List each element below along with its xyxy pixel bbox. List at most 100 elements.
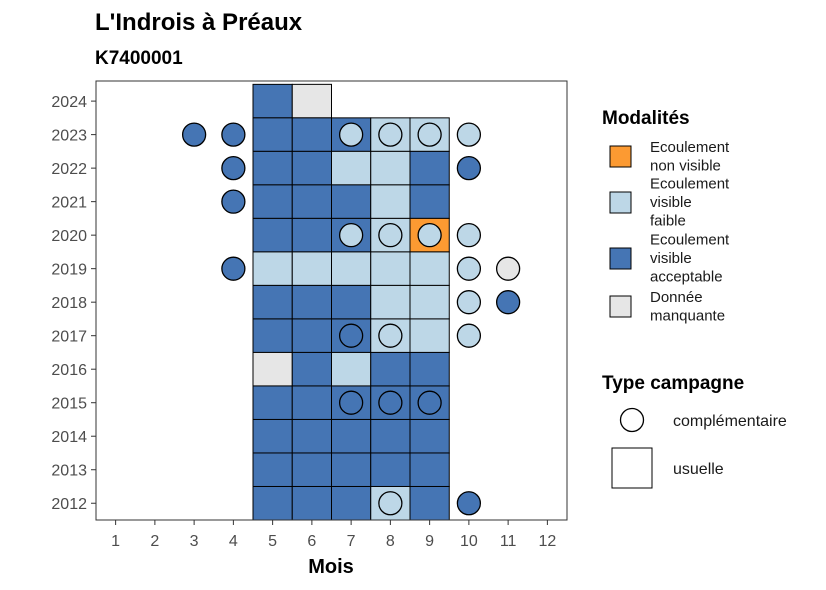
cell-2022-6: [291, 150, 332, 186]
point-2017-8: [378, 323, 403, 348]
y-tick-label-2018: 2018: [51, 295, 87, 312]
cell-2019-5: [252, 251, 293, 286]
point-2022-10: [456, 155, 482, 181]
cell-2014-9: [409, 418, 450, 454]
cell-2013-9: [409, 452, 450, 487]
point-2021-4: [221, 189, 246, 214]
legend-key-vf: [609, 191, 632, 214]
x-tick-label-9: 9: [425, 533, 434, 550]
legend-type-title: Type campagne: [602, 373, 744, 394]
cell-2016-8: [370, 351, 411, 387]
legend-label-vf-0: Ecoulement: [650, 176, 730, 193]
cell-2022-9: [409, 150, 450, 186]
point-2020-7: [338, 223, 364, 248]
cell-2021-7: [331, 184, 372, 219]
panel-border: [95, 80, 568, 521]
cell-2018-9: [409, 284, 450, 320]
legend-label-vf-2: faible: [650, 213, 686, 230]
cell-2013-8: [370, 452, 411, 487]
point-2012-8: [378, 491, 403, 516]
y-tick-label-2020: 2020: [51, 228, 87, 245]
point-2015-7: [338, 390, 364, 415]
cell-2020-5: [252, 217, 293, 253]
cell-2017-5: [252, 318, 293, 353]
legend-key-va: [609, 247, 632, 270]
legend-key-dm: [609, 295, 632, 318]
point-2020-9: [417, 223, 442, 248]
cell-2012-9: [409, 485, 450, 521]
cell-2022-5: [252, 150, 293, 186]
cell-2023-5: [252, 117, 293, 152]
cell-2016-7: [331, 351, 372, 387]
legend-key-usuelle: [611, 447, 653, 489]
point-2023-4: [221, 122, 246, 147]
y-tick-label-2024: 2024: [51, 94, 87, 111]
cell-2014-8: [370, 418, 411, 454]
point-2015-9: [417, 390, 442, 415]
y-tick-label-2019: 2019: [51, 262, 87, 279]
point-2018-10: [456, 290, 482, 315]
y-tick-label-2015: 2015: [51, 396, 87, 413]
y-tick-label-2021: 2021: [51, 195, 87, 212]
cell-2013-7: [331, 452, 372, 487]
point-2017-10: [456, 323, 482, 348]
cell-2018-5: [252, 284, 293, 320]
x-tick-label-7: 7: [347, 533, 356, 550]
cell-2020-6: [291, 217, 332, 253]
x-tick-label-4: 4: [229, 533, 238, 550]
legend-label-nv-0: Ecoulement: [650, 139, 730, 156]
y-tick-label-2016: 2016: [51, 362, 87, 379]
legend-key-complementaire: [619, 407, 645, 433]
point-2019-4: [221, 256, 246, 281]
cell-2024-5: [252, 83, 293, 119]
cell-2021-8: [370, 184, 411, 219]
cell-2018-7: [331, 284, 372, 320]
point-2022-4: [221, 155, 246, 181]
x-tick-label-6: 6: [307, 533, 316, 550]
x-tick-label-5: 5: [268, 533, 277, 550]
cell-2016-9: [409, 351, 450, 387]
point-2023-9: [417, 122, 442, 147]
legend-label-nv-1: non visible: [650, 157, 721, 174]
legend-key-nv: [609, 145, 632, 168]
legend-label-dm-0: Donnée: [650, 289, 703, 306]
y-tick-label-2023: 2023: [51, 128, 87, 145]
point-2020-8: [378, 223, 403, 248]
point-2023-3: [181, 122, 207, 147]
point-2023-7: [338, 122, 364, 147]
x-tick-label-12: 12: [538, 533, 556, 550]
complementaire-points: [181, 122, 521, 516]
cell-2024-6: [291, 83, 332, 119]
cell-2021-6: [291, 184, 332, 219]
legend-label-usuelle: usuelle: [673, 461, 724, 478]
legend-label-dm-1: manquante: [650, 307, 725, 324]
cell-2021-9: [409, 184, 450, 219]
point-2019-10: [456, 256, 482, 281]
point-2019-11: [495, 256, 521, 281]
legend-type-campagne: Type campagne complémentaire usuelle: [602, 373, 787, 489]
x-axis: 1 2 3 4 5 6 7 8 9 10 11 12: [111, 520, 556, 550]
cell-2015-5: [252, 385, 293, 420]
y-tick-label-2012: 2012: [51, 496, 87, 513]
legend-label-va-1: visible: [650, 250, 692, 267]
point-2023-10: [456, 122, 482, 147]
point-2015-8: [378, 390, 403, 415]
y-tick-label-2022: 2022: [51, 161, 87, 178]
legend-modalites-title: Modalités: [602, 108, 690, 129]
point-2018-11: [495, 290, 521, 315]
y-tick-label-2013: 2013: [51, 463, 87, 480]
point-2023-8: [378, 122, 403, 147]
cell-2013-6: [291, 452, 332, 487]
point-2012-10: [456, 491, 482, 516]
cell-2014-5: [252, 418, 293, 454]
cell-2017-9: [409, 318, 450, 353]
point-2020-10: [456, 223, 482, 248]
cell-2015-6: [291, 385, 332, 420]
x-tick-label-2: 2: [150, 533, 159, 550]
legend-label-va-2: acceptable: [650, 269, 723, 286]
x-tick-label-11: 11: [500, 533, 517, 550]
legend-label-complementaire: complémentaire: [673, 413, 787, 430]
y-tick-label-2017: 2017: [51, 329, 87, 346]
x-tick-label-8: 8: [386, 533, 395, 550]
